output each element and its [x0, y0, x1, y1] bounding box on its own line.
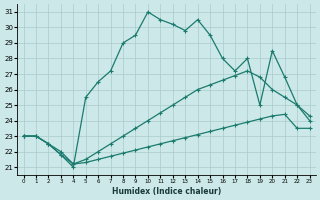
X-axis label: Humidex (Indice chaleur): Humidex (Indice chaleur)	[112, 187, 221, 196]
